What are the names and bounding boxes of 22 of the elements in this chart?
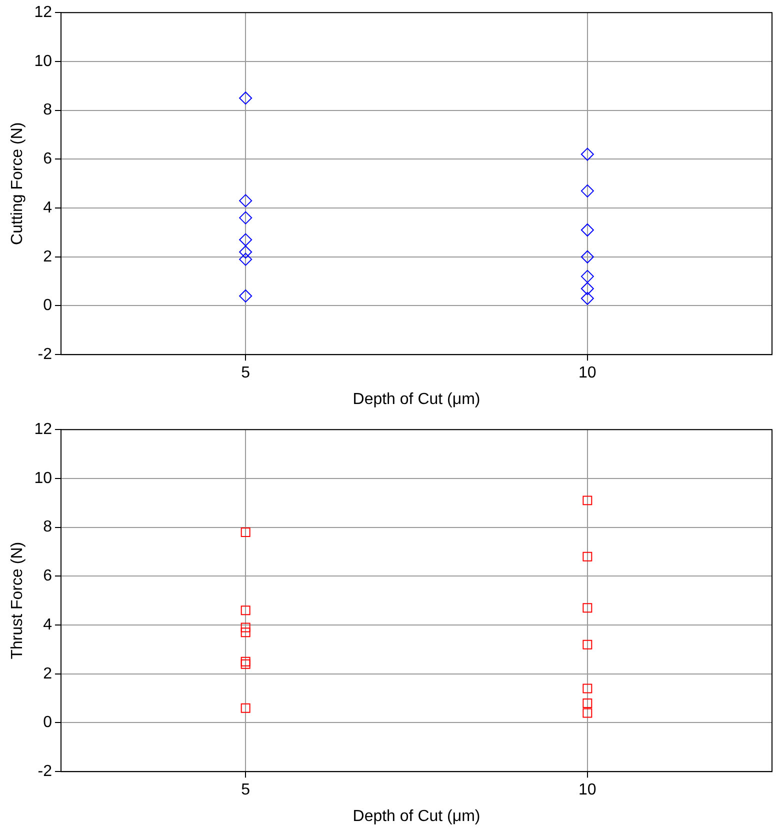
y-tick-label: 10 [34, 52, 52, 70]
y-tick-label: 0 [43, 714, 52, 732]
x-axis-title: Depth of Cut (μm) [352, 808, 480, 825]
x-tick-label: 5 [241, 782, 250, 799]
y-tick-label: 8 [43, 102, 52, 119]
y-tick-label: 10 [34, 470, 52, 487]
y-tick-label: -2 [38, 346, 52, 364]
y-axis-title: Cutting Force (N) [9, 122, 26, 245]
y-tick-label: 8 [43, 518, 52, 536]
y-tick-label: 6 [43, 568, 52, 585]
y-tick-label: 6 [43, 150, 52, 168]
y-axis-title: Thrust Force (N) [9, 542, 26, 660]
x-tick-label: 5 [241, 364, 250, 382]
y-tick-label: 12 [34, 4, 52, 22]
y-tick-label: 12 [34, 421, 52, 438]
y-tick-label: -2 [38, 763, 52, 780]
y-tick-label: 4 [43, 616, 52, 634]
y-tick-label: 2 [43, 665, 52, 682]
x-axis-title: Depth of Cut (μm) [352, 390, 480, 408]
y-tick-label: 0 [43, 297, 52, 314]
y-tick-label: 2 [43, 248, 52, 266]
y-tick-label: 4 [43, 199, 52, 216]
